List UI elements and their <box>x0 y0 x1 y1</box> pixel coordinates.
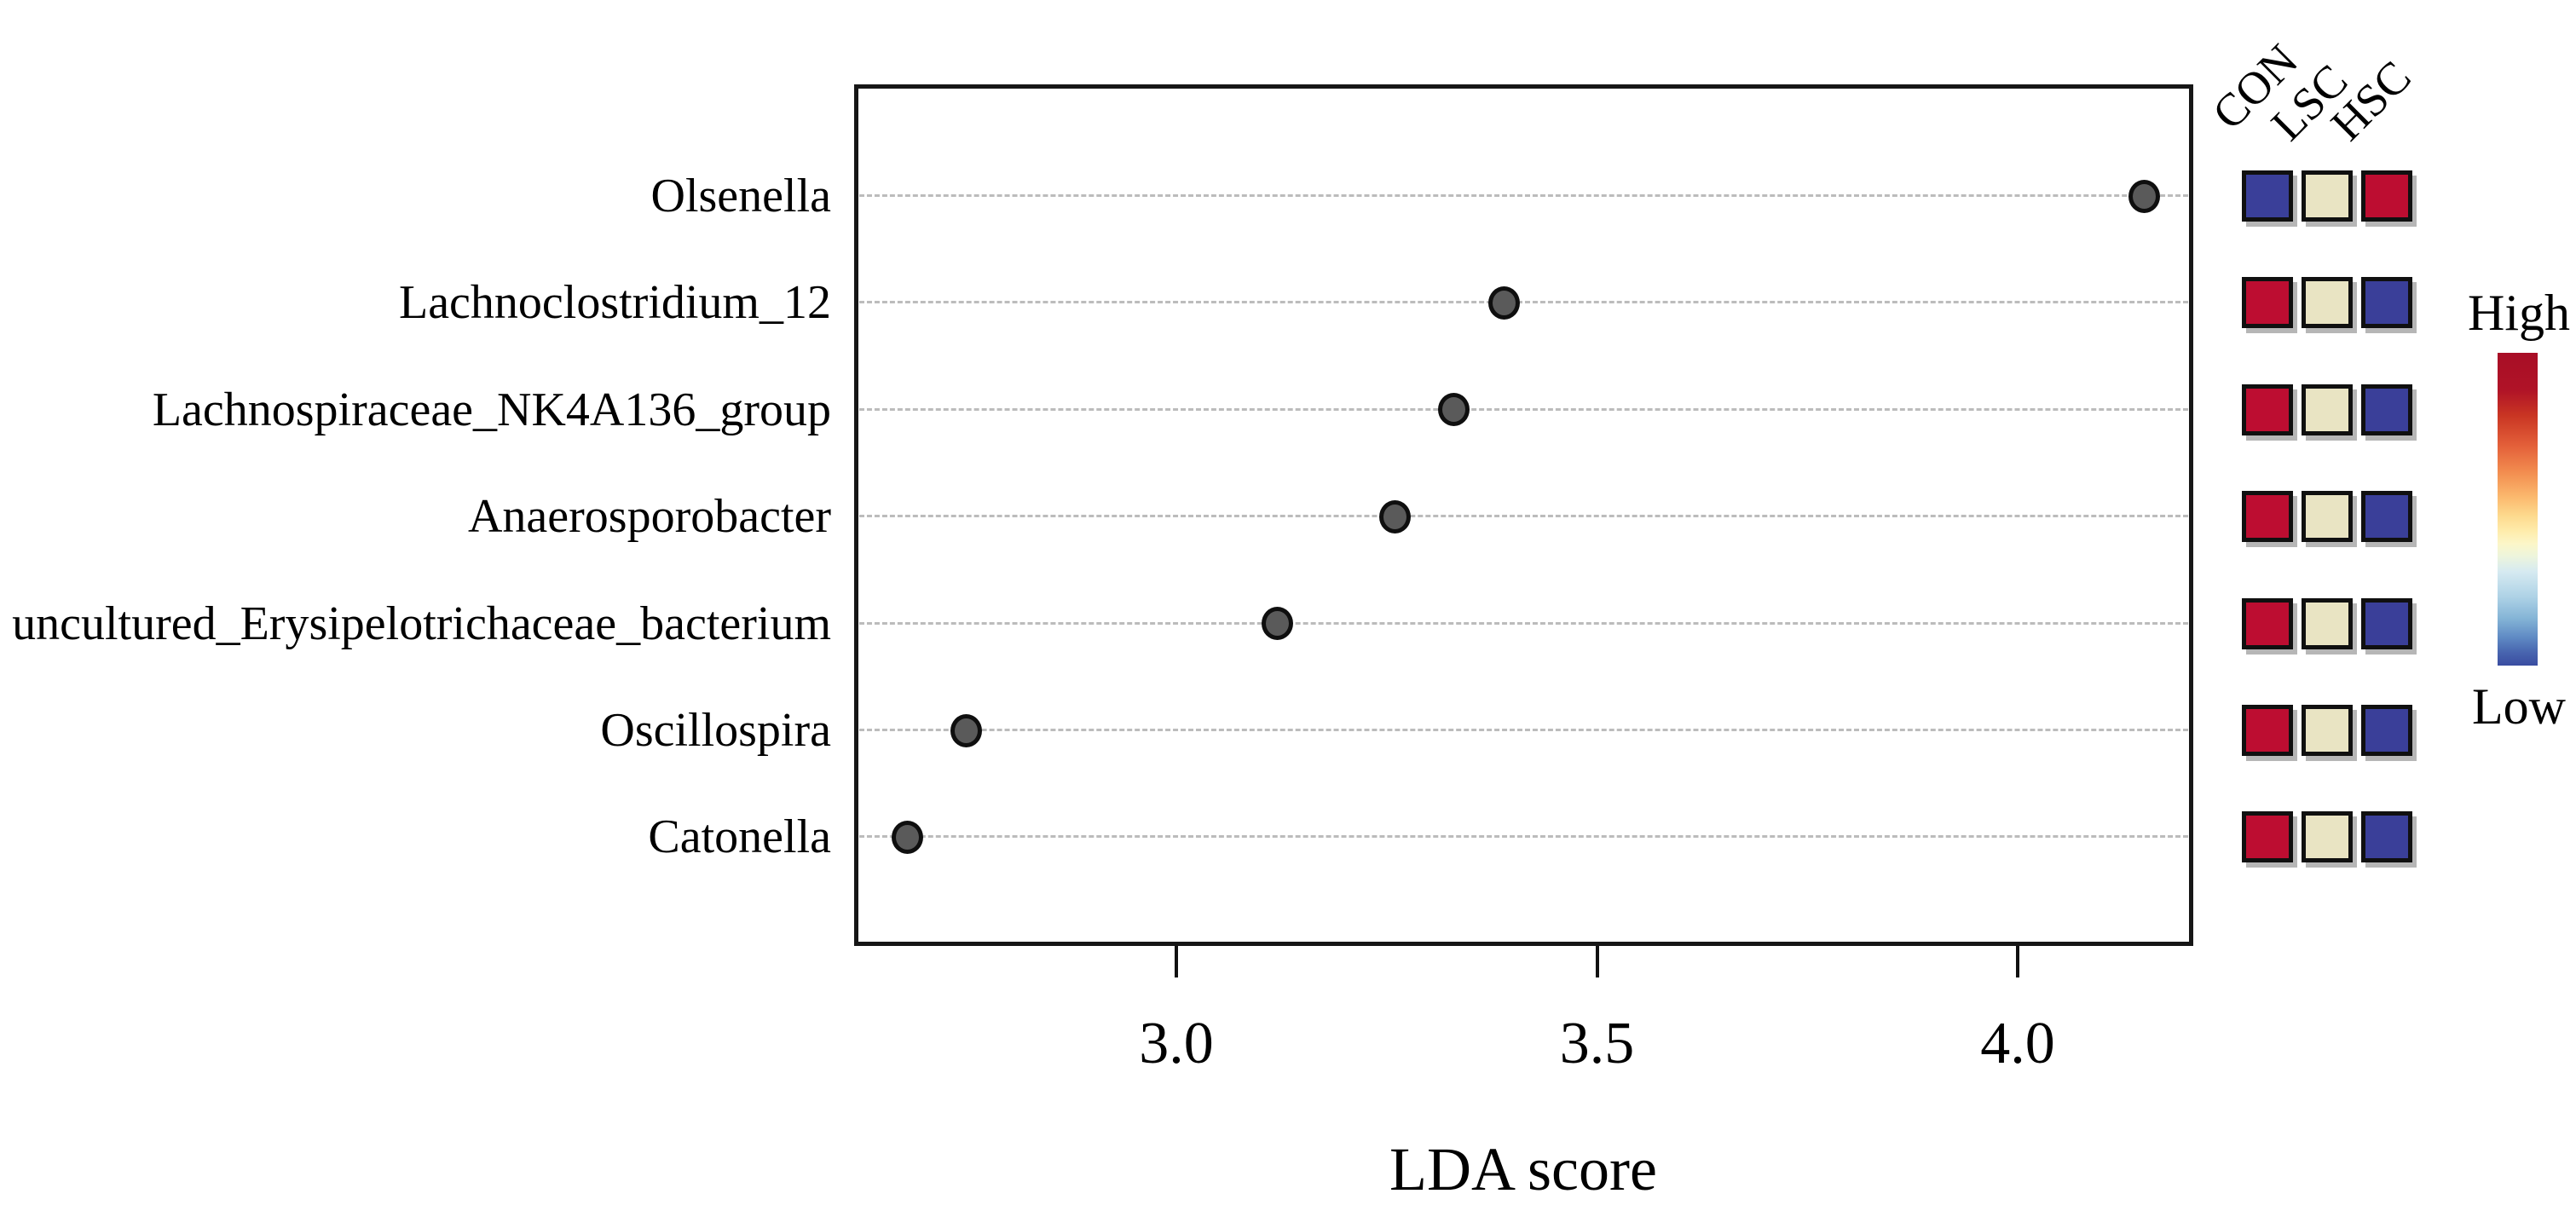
heatmap-cell-lsc <box>2302 491 2353 543</box>
row-gridline <box>859 301 2188 304</box>
heatmap-cell-lsc <box>2302 277 2353 329</box>
x-tick-label: 3.5 <box>1559 1011 1635 1076</box>
row-gridline <box>859 729 2188 731</box>
heatmap-cell-con <box>2242 277 2293 329</box>
heatmap-cell-lsc <box>2302 383 2353 435</box>
heatmap-cell-lsc <box>2302 705 2353 756</box>
colorbar-low-label: Low <box>2472 678 2566 735</box>
taxon-label: Anaerosporobacter <box>467 490 831 544</box>
heatmap-cell-lsc <box>2302 811 2353 863</box>
row-gridline <box>859 835 2188 839</box>
heatmap-cell-hsc <box>2361 277 2412 329</box>
row-gridline <box>859 621 2188 625</box>
x-tick-mark <box>1175 946 1178 977</box>
row-gridline <box>859 194 2188 197</box>
lda-score-dot <box>1488 285 1521 320</box>
taxon-label: Lachnospiraceae_NK4A136_group <box>152 383 831 436</box>
lda-score-dot <box>1261 607 1293 641</box>
taxon-label: Catonella <box>648 810 831 864</box>
lda-score-dot <box>1379 499 1412 533</box>
taxon-label: Lachnoclostridium_12 <box>398 276 831 330</box>
x-tick-mark <box>2016 946 2019 977</box>
row-gridline <box>859 407 2188 411</box>
heatmap-cell-hsc <box>2361 705 2412 756</box>
lda-score-dot <box>950 713 982 747</box>
heatmap-cell-lsc <box>2302 170 2353 222</box>
heatmap-cell-lsc <box>2302 597 2353 649</box>
taxon-label: Olsenella <box>650 170 831 222</box>
heatmap-cell-con <box>2242 383 2293 435</box>
lda-score-dot <box>1438 393 1470 427</box>
lda-score-dot <box>2128 179 2160 213</box>
heatmap-cell-con <box>2242 705 2293 756</box>
heatmap-cell-con <box>2242 170 2293 222</box>
x-axis-title: LDA score <box>1389 1135 1657 1203</box>
taxon-label: uncultured_Erysipelotrichaceae_bacterium <box>12 597 831 650</box>
colorbar-gradient <box>2498 353 2538 666</box>
lda-score-dot <box>891 820 923 854</box>
colorbar-high-label: High <box>2468 285 2570 341</box>
heatmap-cell-con <box>2242 491 2293 543</box>
heatmap-cell-hsc <box>2361 811 2412 863</box>
heatmap-cell-con <box>2242 811 2293 863</box>
row-gridline <box>859 515 2188 518</box>
x-tick-mark <box>1595 946 1599 977</box>
heatmap-cell-hsc <box>2361 491 2412 543</box>
heatmap-cell-hsc <box>2361 170 2412 222</box>
heatmap-cell-con <box>2242 597 2293 649</box>
heatmap-cell-hsc <box>2361 597 2412 649</box>
taxon-label: Oscillospira <box>600 704 831 757</box>
heatmap-cell-hsc <box>2361 383 2412 435</box>
x-tick-label: 3.0 <box>1139 1011 1214 1076</box>
heatmap-column-header-hsc: HSC <box>2320 50 2421 151</box>
x-tick-label: 4.0 <box>1980 1011 2055 1076</box>
